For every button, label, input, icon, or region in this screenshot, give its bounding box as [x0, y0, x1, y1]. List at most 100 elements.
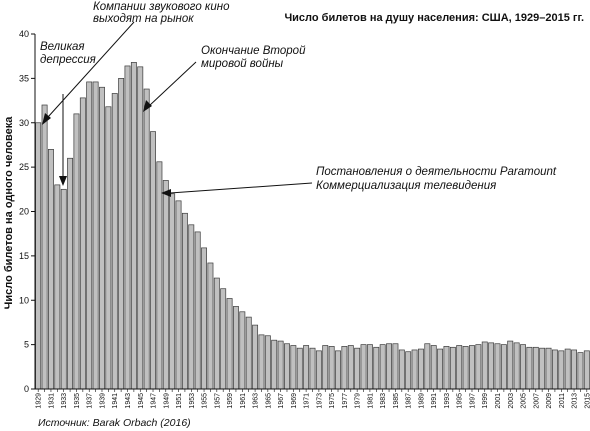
x-tick-label-1953: 1953: [189, 393, 196, 409]
bar-1939: [99, 86, 105, 390]
x-tick-label-2001: 2001: [495, 393, 502, 409]
bar-1941: [111, 93, 118, 390]
bar-2008: [539, 347, 546, 390]
bar-1967: [277, 340, 284, 390]
bar-1990: [424, 343, 431, 390]
bar-1944: [130, 62, 137, 390]
bar-1972: [309, 347, 316, 390]
bar-1940: [105, 106, 112, 390]
bar-1957: [213, 277, 220, 390]
bar-1945: [137, 66, 144, 390]
bar-2014: [577, 352, 584, 390]
annotation-sound-film-arrow: [47, 21, 135, 118]
bar-1997: [469, 345, 475, 390]
x-tick-label-1935: 1935: [74, 393, 81, 409]
bar-1982: [373, 346, 380, 390]
bar-1938: [92, 81, 99, 390]
x-tick-label-1991: 1991: [431, 393, 438, 409]
bar-2003: [507, 340, 514, 390]
bar-1996: [462, 346, 469, 390]
x-tick-label-1989: 1989: [418, 393, 425, 409]
bar-1964: [258, 334, 265, 390]
bar-1985: [392, 343, 399, 390]
x-tick-label-1937: 1937: [87, 393, 94, 409]
bar-2010: [551, 349, 558, 390]
bar-1980: [360, 344, 367, 390]
y-tick-label-5: 5: [24, 340, 29, 350]
bar-1977: [341, 346, 348, 390]
bar-1984: [386, 343, 392, 390]
bar-1959: [226, 298, 233, 390]
x-tick-label-1939: 1939: [99, 393, 106, 409]
bar-1956: [207, 262, 214, 390]
x-tick-label-1941: 1941: [112, 393, 119, 409]
x-tick-label-1965: 1965: [265, 393, 272, 409]
x-tick-label-1979: 1979: [355, 393, 362, 409]
x-tick-label-1957: 1957: [214, 393, 221, 409]
bar-1981: [366, 344, 373, 390]
bar-1955: [201, 247, 207, 390]
bar-1979: [354, 347, 361, 390]
x-tick-label-1947: 1947: [151, 393, 158, 409]
annotation-depression-line-2: депрессия: [40, 54, 96, 66]
annotation-sound-film-line-1: Компании звукового кино: [93, 1, 230, 13]
bar-1976: [335, 350, 341, 390]
x-tick-label-1971: 1971: [304, 393, 311, 409]
bar-1988: [411, 349, 418, 390]
x-tick-label-1951: 1951: [176, 393, 183, 409]
x-tick-label-1975: 1975: [329, 393, 336, 409]
annotation-ww2-end-line-2: мировой войны: [201, 58, 284, 70]
bar-2005: [520, 344, 526, 390]
bar-1994: [449, 346, 456, 390]
bar-1987: [405, 351, 412, 390]
x-tick-label-2007: 2007: [533, 393, 540, 409]
source-note: Источник: Barak Orbach (2016): [38, 417, 191, 429]
bar-2000: [488, 342, 495, 390]
x-tick-label-1959: 1959: [227, 393, 234, 409]
annotation-ww2-arrowhead: [143, 100, 152, 112]
bar-1948: [156, 161, 163, 390]
y-tick-label-0: 0: [24, 384, 29, 394]
chart-title: Число билетов на душу населения: США, 19…: [284, 12, 584, 24]
x-tick-label-1977: 1977: [342, 393, 349, 409]
annotation-paramount-line-2: Коммерциализация телевидения: [316, 180, 496, 192]
bar-2011: [558, 350, 565, 390]
bar-2012: [564, 348, 571, 390]
annotation-ww2-arrow: [148, 61, 197, 107]
annotation-depression-arrowhead: [59, 176, 67, 186]
bar-1929: [35, 122, 42, 390]
bar-1946: [143, 88, 150, 390]
annotation-sound-film-arrowhead: [42, 113, 51, 125]
x-tick-label-1997: 1997: [469, 393, 476, 409]
x-tick-label-1949: 1949: [163, 393, 170, 409]
y-tick-label-30: 30: [19, 118, 29, 128]
x-tick-label-2003: 2003: [508, 393, 515, 409]
y-tick-label-40: 40: [19, 29, 29, 39]
bar-1951: [175, 200, 182, 390]
bar-1995: [456, 345, 463, 390]
x-tick-label-1955: 1955: [202, 393, 209, 409]
bar-1993: [443, 346, 450, 390]
bar-1952: [181, 212, 188, 390]
x-tick-label-1943: 1943: [125, 393, 132, 409]
bar-2001: [494, 343, 501, 390]
x-tick-label-1969: 1969: [291, 393, 298, 409]
bar-1958: [220, 288, 227, 390]
bar-1949: [162, 180, 169, 390]
bar-1935: [73, 113, 80, 390]
bar-1961: [239, 311, 246, 390]
x-tick-label-2015: 2015: [584, 393, 590, 409]
bar-1983: [379, 344, 386, 390]
bar-1936: [79, 97, 86, 390]
bar-1960: [233, 306, 239, 390]
bar-1943: [124, 65, 131, 390]
x-tick-label-2005: 2005: [521, 393, 528, 409]
x-tick-label-1987: 1987: [406, 393, 413, 409]
bar-1950: [169, 193, 176, 390]
bar-1974: [322, 345, 329, 390]
annotation-depression-line-1: Великая: [40, 41, 85, 53]
x-tick-label-1945: 1945: [138, 393, 145, 409]
bar-1966: [271, 339, 278, 390]
bar-1991: [430, 345, 437, 390]
bar-1969: [290, 345, 297, 390]
